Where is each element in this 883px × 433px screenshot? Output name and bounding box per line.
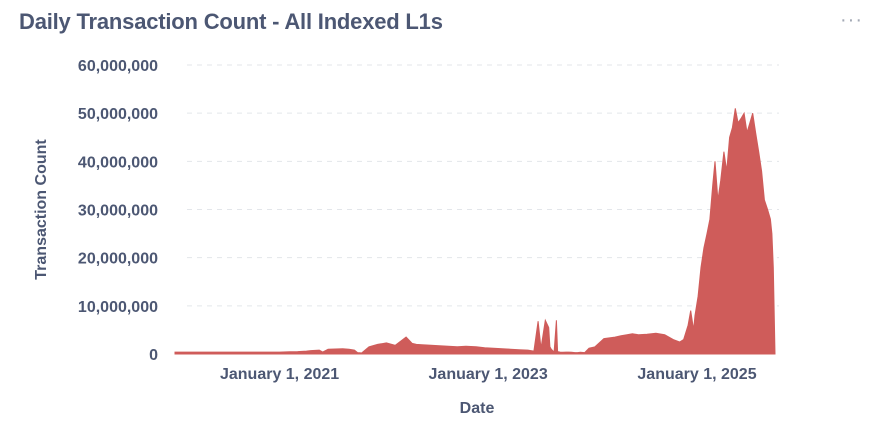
y-tick-label: 60,000,000 bbox=[78, 58, 158, 75]
y-tick-label: 0 bbox=[149, 347, 158, 364]
y-axis-ticks: 0 10,000,000 20,000,000 30,000,000 40,000,00… bbox=[78, 58, 158, 364]
y-tick-label: 30,000,000 bbox=[78, 203, 158, 220]
y-tick-label: 10,000,000 bbox=[78, 299, 158, 316]
grid-lines bbox=[187, 64, 779, 307]
y-tick-label: 20,000,000 bbox=[78, 251, 158, 268]
y-tick-label: 40,000,000 bbox=[78, 154, 158, 171]
x-tick-label: January 1, 2021 bbox=[220, 366, 339, 383]
y-axis-title: Transaction Count bbox=[33, 139, 50, 280]
series-area bbox=[174, 108, 776, 355]
more-horizontal-icon[interactable]: ··· bbox=[840, 9, 863, 31]
x-axis-title: Date bbox=[460, 400, 495, 417]
x-tick-label: January 1, 2025 bbox=[637, 366, 756, 383]
y-tick-label: 50,000,000 bbox=[78, 106, 158, 123]
x-tick-label: January 1, 2023 bbox=[429, 366, 548, 383]
x-axis-ticks: January 1, 2021 January 1, 2023 January 1,… bbox=[220, 366, 757, 383]
series-area-path bbox=[174, 108, 776, 355]
chart-title: Daily Transaction Count - All Indexed L1… bbox=[19, 9, 443, 34]
